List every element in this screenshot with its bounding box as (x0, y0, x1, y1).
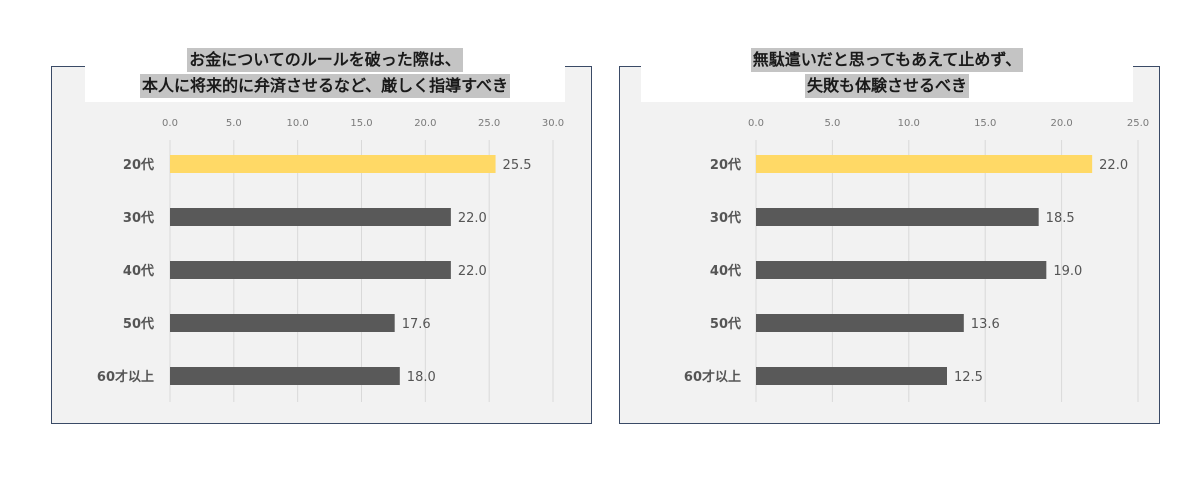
right-value-label: 19.0 (1053, 264, 1082, 279)
right-bar (756, 367, 947, 385)
chart-panel-left (51, 66, 592, 424)
left-x-tick-label: 25.0 (478, 118, 500, 129)
right-category-label: 40代 (710, 263, 741, 279)
left-value-label: 22.0 (458, 264, 487, 279)
left-bar (170, 261, 451, 279)
chart-title-right: 無駄遣いだと思ってもあえて止めず、 失敗も体験させるべき (641, 46, 1133, 102)
right-category-label: 50代 (710, 316, 741, 332)
left-x-tick-label: 30.0 (542, 118, 564, 129)
right-value-label: 22.0 (1099, 158, 1128, 173)
left-bar (170, 367, 400, 385)
right-category-label: 30代 (710, 210, 741, 226)
right-x-tick-label: 0.0 (748, 118, 764, 129)
right-x-tick-label: 10.0 (898, 118, 920, 129)
right-x-tick-label: 25.0 (1127, 118, 1149, 129)
left-category-label: 60才以上 (97, 369, 154, 385)
right-value-label: 18.5 (1046, 211, 1075, 226)
left-x-tick-label: 0.0 (162, 118, 178, 129)
left-value-label: 22.0 (458, 211, 487, 226)
left-value-label: 25.5 (503, 158, 532, 173)
right-x-tick-label: 20.0 (1050, 118, 1072, 129)
left-category-label: 20代 (123, 157, 154, 173)
right-x-tick-label: 15.0 (974, 118, 996, 129)
right-category-label: 20代 (710, 157, 741, 173)
right-value-label: 13.6 (971, 317, 1000, 332)
chart-title-right-line-2: 失敗も体験させるべき (804, 74, 969, 98)
chart-title-left: お金についてのルールを破った際は、 本人に将来的に弁済させるなど、厳しく指導すべ… (85, 46, 565, 102)
left-category-label: 40代 (123, 263, 154, 279)
chart-title-left-line-2: 本人に将来的に弁済させるなど、厳しく指導すべき (139, 74, 511, 98)
left-x-tick-label: 20.0 (414, 118, 436, 129)
left-value-label: 18.0 (407, 370, 436, 385)
left-category-label: 30代 (123, 210, 154, 226)
left-value-label: 17.6 (402, 317, 431, 332)
left-category-label: 50代 (123, 316, 154, 332)
right-category-label: 60才以上 (684, 369, 741, 385)
left-bar (170, 208, 451, 226)
right-bar (756, 314, 964, 332)
chart-panel-right (619, 66, 1160, 424)
right-bar (756, 155, 1093, 173)
right-value-label: 12.5 (954, 370, 983, 385)
right-x-tick-label: 5.0 (824, 118, 840, 129)
chart-title-right-line-1: 無駄遣いだと思ってもあえて止めず、 (750, 48, 1024, 72)
left-bar (170, 314, 395, 332)
left-bar (170, 155, 496, 173)
left-x-tick-label: 5.0 (226, 118, 242, 129)
left-x-tick-label: 15.0 (350, 118, 372, 129)
chart-title-left-line-1: お金についてのルールを破った際は、 (187, 48, 463, 72)
right-bar (756, 261, 1047, 279)
right-bar (756, 208, 1039, 226)
left-x-tick-label: 10.0 (287, 118, 309, 129)
